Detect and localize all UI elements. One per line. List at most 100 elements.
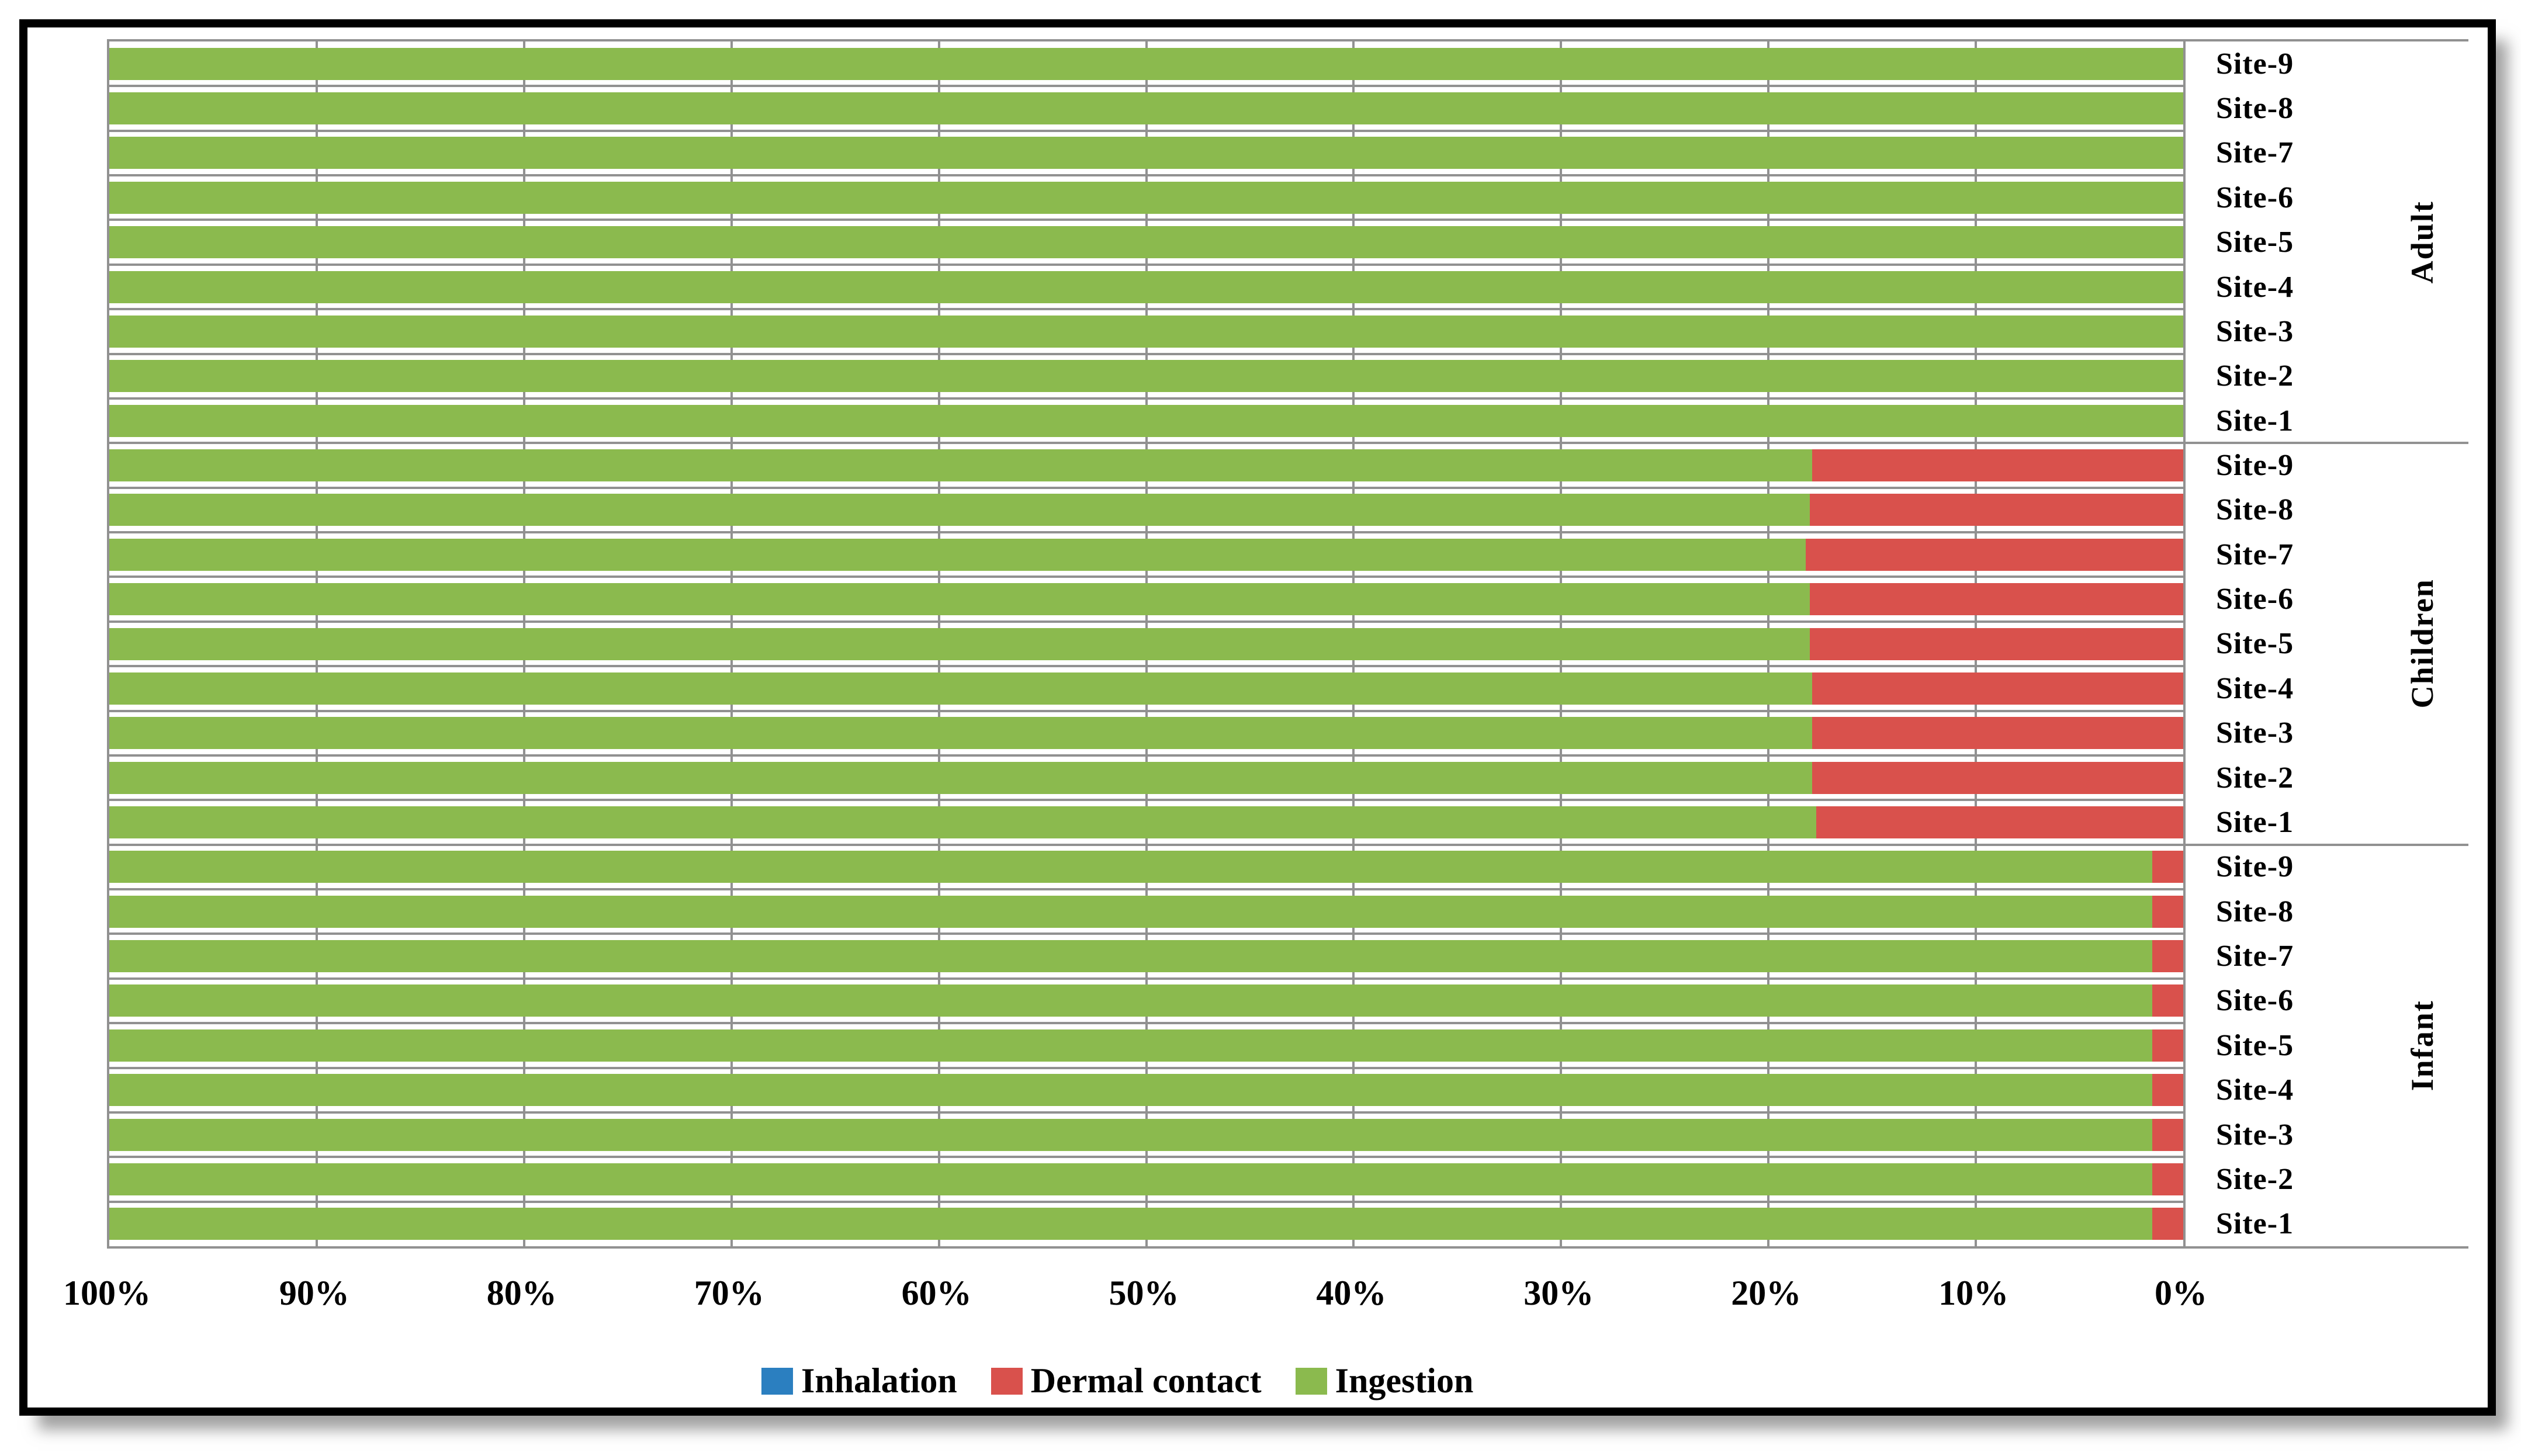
legend-label: Dermal contact <box>1030 1361 1262 1400</box>
bar-segment-ingestion <box>109 47 2183 80</box>
row-divider <box>109 442 2183 445</box>
group-separator <box>2186 843 2468 846</box>
bar-row <box>109 628 2183 660</box>
x-tick-label: 50% <box>1109 1274 1179 1312</box>
site-label: Site-7 <box>2216 136 2294 170</box>
bar-row <box>109 271 2183 303</box>
bar-segment-ingestion <box>109 404 2183 437</box>
bar-segment-ingestion <box>109 895 2152 928</box>
site-label: Site-6 <box>2216 181 2294 214</box>
row-divider <box>109 1111 2183 1114</box>
bar-segment-ingestion <box>109 851 2152 883</box>
x-tick-label: 70% <box>694 1274 764 1312</box>
row-divider <box>109 308 2183 311</box>
bar-segment-dermal <box>1816 806 2183 838</box>
row-divider <box>109 576 2183 578</box>
group-separator <box>2186 442 2468 445</box>
bar-segment-ingestion <box>109 940 2152 973</box>
bar-row <box>109 851 2183 883</box>
bar-segment-ingestion <box>109 271 2183 303</box>
row-divider <box>109 486 2183 489</box>
bar-row <box>109 1074 2183 1107</box>
legend-swatch-ingestion <box>1295 1367 1327 1395</box>
row-divider <box>109 85 2183 88</box>
bar-segment-ingestion <box>109 226 2183 259</box>
bar-segment-ingestion <box>109 1163 2152 1195</box>
row-divider <box>109 977 2183 980</box>
legend-label: Ingestion <box>1335 1361 1474 1400</box>
bar-segment-ingestion <box>109 761 1812 794</box>
site-label: Site-4 <box>2216 270 2294 304</box>
bar-row <box>109 1208 2183 1240</box>
row-divider <box>109 754 2183 757</box>
site-label: Site-6 <box>2216 583 2294 616</box>
site-label: Site-2 <box>2216 359 2294 393</box>
bar-row <box>109 895 2183 928</box>
bar-row <box>109 494 2183 526</box>
row-divider <box>109 219 2183 221</box>
row-divider <box>109 799 2183 802</box>
row-divider <box>109 1066 2183 1069</box>
x-tick-label: 30% <box>1523 1274 1594 1312</box>
bar-segment-ingestion <box>109 628 1810 660</box>
bar-row <box>109 717 2183 750</box>
bar-row <box>109 984 2183 1017</box>
bar-segment-ingestion <box>109 449 1812 482</box>
site-label: Site-5 <box>2216 226 2294 259</box>
bar-row <box>109 92 2183 125</box>
bar-segment-dermal <box>1812 761 2183 794</box>
row-divider <box>109 709 2183 712</box>
bar-segment-dermal <box>2152 851 2183 883</box>
legend-swatch-dermal-contact <box>991 1367 1023 1395</box>
site-label: Site-3 <box>2216 1118 2294 1152</box>
bar-segment-ingestion <box>109 1074 2152 1107</box>
site-label: Site-8 <box>2216 493 2294 527</box>
row-divider <box>109 531 2183 534</box>
site-label: Site-4 <box>2216 1073 2294 1107</box>
bar-row <box>109 761 2183 794</box>
site-label: Site-2 <box>2216 761 2294 795</box>
bar-row <box>109 1029 2183 1062</box>
site-label: Site-5 <box>2216 627 2294 661</box>
bar-segment-ingestion <box>109 360 2183 393</box>
row-divider <box>109 932 2183 935</box>
site-label: Site-3 <box>2216 314 2294 348</box>
row-divider <box>109 665 2183 668</box>
bar-row <box>109 806 2183 838</box>
site-label: Site-1 <box>2216 805 2294 839</box>
bar-segment-dermal <box>1810 583 2183 616</box>
x-tick-label: 100% <box>63 1274 151 1312</box>
site-label: Site-6 <box>2216 984 2294 1018</box>
bar-segment-dermal <box>1812 717 2183 750</box>
bar-row <box>109 137 2183 169</box>
x-tick-label: 10% <box>1938 1274 2009 1312</box>
site-label: Site-9 <box>2216 449 2294 482</box>
bar-row <box>109 47 2183 80</box>
row-divider <box>109 1200 2183 1203</box>
row-divider <box>109 129 2183 132</box>
x-tick-label: 40% <box>1316 1274 1387 1312</box>
row-divider <box>109 1022 2183 1025</box>
x-tick-label: 90% <box>279 1274 349 1312</box>
row-divider <box>109 174 2183 177</box>
x-tick-label: 20% <box>1731 1274 1802 1312</box>
plot-area <box>107 39 2186 1249</box>
bar-segment-ingestion <box>109 672 1812 705</box>
bar-segment-dermal <box>2152 940 2183 973</box>
row-divider <box>109 263 2183 266</box>
site-label: Site-9 <box>2216 47 2294 81</box>
bar-segment-ingestion <box>109 538 1806 571</box>
bar-segment-dermal <box>2152 1029 2183 1062</box>
site-label: Site-3 <box>2216 716 2294 750</box>
bar-segment-dermal <box>2152 1074 2183 1107</box>
legend: Inhalation Dermal contact Ingestion <box>761 1361 1473 1401</box>
bar-segment-dermal <box>2152 1208 2183 1240</box>
bar-segment-dermal <box>1806 538 2183 571</box>
site-label: Site-4 <box>2216 671 2294 705</box>
bar-segment-dermal <box>2152 895 2183 928</box>
site-label: Site-5 <box>2216 1028 2294 1062</box>
legend-label: Inhalation <box>801 1361 957 1400</box>
bar-segment-dermal <box>2152 1118 2183 1151</box>
bar-segment-dermal <box>1812 449 2183 482</box>
row-divider <box>109 843 2183 846</box>
